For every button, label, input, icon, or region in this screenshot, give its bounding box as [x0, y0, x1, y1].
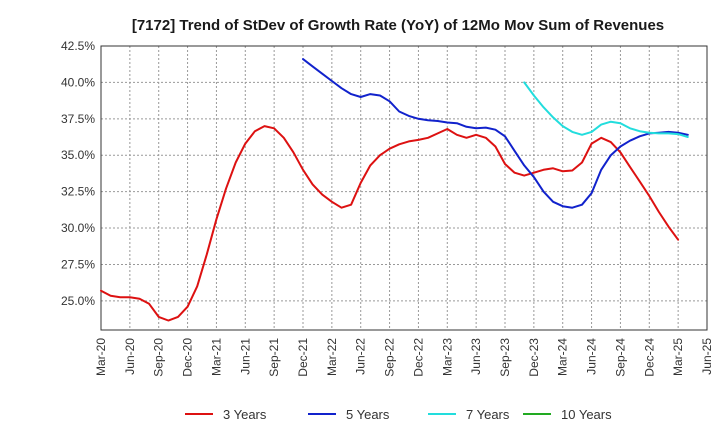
x-tick-label: Dec-22: [411, 338, 425, 377]
y-axis: 25.0% 27.5% 30.0% 32.5% 35.0% 37.5% 40.0% 42.5%: [61, 39, 95, 308]
y-tick-label: 37.5%: [61, 112, 95, 126]
x-tick-label: Jun-21: [238, 338, 252, 375]
legend-item-3-years: 3 Years: [185, 407, 267, 422]
legend-item-5-years: 5 Years: [308, 407, 390, 422]
y-tick-label: 25.0%: [61, 294, 95, 308]
legend-item-7-years: 7 Years: [428, 407, 510, 422]
x-tick-label: Jun-23: [469, 338, 483, 375]
y-tick-label: 27.5%: [61, 257, 95, 271]
series-line-5-years: [302, 58, 689, 209]
chart-title: [7172] Trend of StDev of Growth Rate (Yo…: [132, 17, 664, 34]
legend-label: 5 Years: [346, 407, 390, 422]
x-tick-label: Sep-24: [613, 338, 627, 377]
x-tick-label: Jun-25: [700, 338, 714, 375]
x-tick-label: Dec-23: [527, 338, 541, 377]
x-axis: Mar-20 Jun-20 Sep-20 Dec-20 Mar-21 Jun-21 Sep-…: [94, 338, 714, 377]
series-line-3-years: [100, 125, 680, 322]
y-tick-label: 35.0%: [61, 148, 95, 162]
y-tick-label: 40.0%: [61, 75, 95, 89]
x-tick-label: Dec-24: [642, 338, 656, 377]
x-tick-label: Mar-22: [325, 338, 339, 376]
legend: 3 Years 5 Years 7 Years 10 Years: [185, 407, 612, 422]
x-tick-label: Sep-22: [383, 338, 397, 377]
x-tick-label: Jun-22: [354, 338, 368, 375]
legend-label: 10 Years: [561, 407, 612, 422]
y-tick-label: 42.5%: [61, 39, 95, 53]
x-tick-label: Sep-20: [152, 338, 166, 377]
x-tick-label: Mar-21: [209, 338, 223, 376]
legend-label: 3 Years: [223, 407, 267, 422]
legend-item-10-years: 10 Years: [523, 407, 612, 422]
x-tick-label: Jun-20: [123, 338, 137, 375]
x-tick-label: Sep-23: [498, 338, 512, 377]
x-tick-label: Sep-21: [267, 338, 281, 377]
series-group: [100, 58, 689, 322]
y-tick-label: 30.0%: [61, 221, 95, 235]
x-tick-label: Dec-20: [181, 338, 195, 377]
x-tick-label: Mar-20: [94, 338, 108, 376]
x-tick-label: Dec-21: [296, 338, 310, 377]
y-tick-label: 32.5%: [61, 185, 95, 199]
x-tick-label: Jun-24: [585, 338, 599, 375]
x-tick-label: Mar-25: [671, 338, 685, 376]
legend-label: 7 Years: [466, 407, 510, 422]
plot-area-border: [100, 45, 708, 331]
x-tick-label: Mar-23: [440, 338, 454, 376]
series-line-7-years: [523, 81, 689, 138]
x-tick-label: Mar-24: [556, 338, 570, 376]
